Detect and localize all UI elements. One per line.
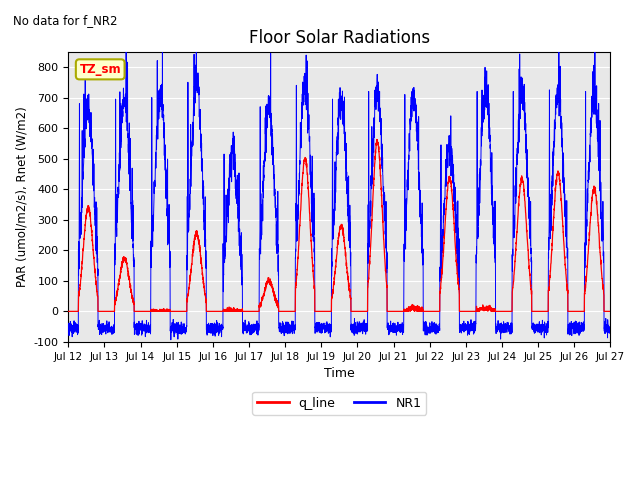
X-axis label: Time: Time: [324, 367, 355, 380]
Text: No data for f_NR2: No data for f_NR2: [13, 14, 117, 27]
q_line: [373, 137, 381, 143]
NR1: [606, 326, 614, 332]
q_line: [492, 309, 499, 314]
NR1: [607, 321, 614, 327]
NR1: [193, 3, 200, 9]
q_line: [461, 309, 468, 314]
q_line: [607, 309, 614, 314]
NR1: [65, 329, 72, 335]
q_line: [162, 309, 170, 314]
NR1: [431, 321, 439, 326]
q_line: [606, 309, 614, 314]
Line: NR1: NR1: [68, 6, 611, 340]
NR1: [319, 324, 327, 330]
NR1: [492, 321, 500, 326]
q_line: [65, 309, 72, 314]
NR1: [461, 325, 468, 331]
Text: TZ_sm: TZ_sm: [79, 63, 121, 76]
NR1: [167, 337, 175, 343]
q_line: [431, 309, 438, 314]
NR1: [162, 165, 170, 170]
Legend: q_line, NR1: q_line, NR1: [252, 392, 426, 415]
Title: Floor Solar Radiations: Floor Solar Radiations: [249, 29, 430, 48]
q_line: [319, 309, 327, 314]
Y-axis label: PAR (umol/m2/s), Rnet (W/m2): PAR (umol/m2/s), Rnet (W/m2): [15, 107, 28, 287]
Line: q_line: q_line: [68, 140, 611, 312]
